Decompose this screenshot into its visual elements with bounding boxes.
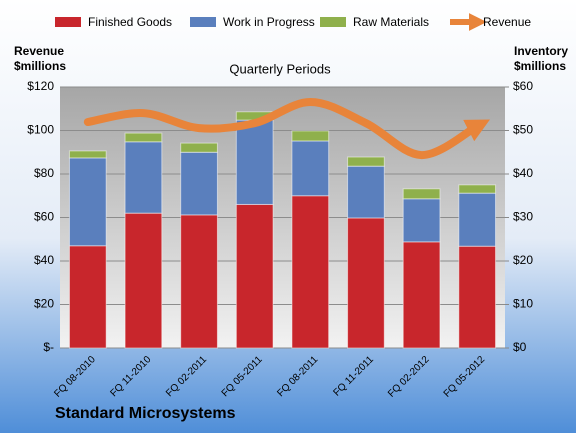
bar-segment (235, 119, 274, 205)
bar-segment (347, 165, 385, 219)
y-tick-label: $80 (34, 166, 54, 180)
bar-segment (291, 195, 330, 349)
bar-segment (180, 214, 218, 349)
bar-segment (291, 130, 330, 142)
bar-segment (347, 217, 385, 349)
bar-segment (235, 203, 274, 349)
bar-segment (68, 245, 107, 349)
y2-tick-label: $50 (513, 123, 533, 137)
x-axis-title: Quarterly Periods (229, 61, 331, 76)
y2-axis-title: $millions (514, 59, 566, 73)
y2-tick-label: $30 (513, 210, 533, 224)
legend-label: Raw Materials (353, 15, 429, 29)
legend-label: Work in Progress (223, 15, 315, 29)
legend-swatch (320, 17, 346, 27)
y2-axis-title: Inventory (514, 44, 568, 58)
legend-swatch (190, 17, 216, 27)
y2-tick-label: $60 (513, 79, 533, 93)
bar-segment (458, 192, 497, 247)
bar-segment (402, 198, 441, 243)
bar-segment (180, 142, 218, 153)
legend-swatch (55, 17, 81, 27)
y-tick-label: $60 (34, 210, 54, 224)
y-axis-title: Revenue (14, 44, 64, 58)
bar-segment (124, 132, 163, 143)
y-tick-label: $120 (27, 79, 54, 93)
y-tick-label: $- (43, 340, 54, 354)
bar-segment (124, 212, 163, 349)
bar-segment (124, 141, 163, 214)
chart-title: Standard Microsystems (55, 405, 236, 422)
bar-segment (402, 241, 441, 349)
y-tick-label: $100 (27, 123, 54, 137)
bar-segment (68, 150, 107, 159)
bar-segment (180, 151, 218, 216)
y2-tick-label: $40 (513, 166, 533, 180)
bar-segment (347, 156, 385, 167)
bar-segment (291, 140, 330, 197)
legend-label: Revenue (483, 15, 531, 29)
y-tick-label: $20 (34, 297, 54, 311)
bar-segment (68, 157, 107, 247)
bar-segment (458, 245, 497, 349)
y2-tick-label: $10 (513, 297, 533, 311)
y2-tick-label: $20 (513, 253, 533, 267)
y-tick-label: $40 (34, 253, 54, 267)
bar-segment (458, 184, 497, 194)
y-axis-title: $millions (14, 59, 66, 73)
line (83, 98, 490, 160)
bar-segment (402, 188, 441, 200)
y2-tick-label: $0 (513, 340, 527, 354)
legend-label: Finished Goods (88, 15, 172, 29)
